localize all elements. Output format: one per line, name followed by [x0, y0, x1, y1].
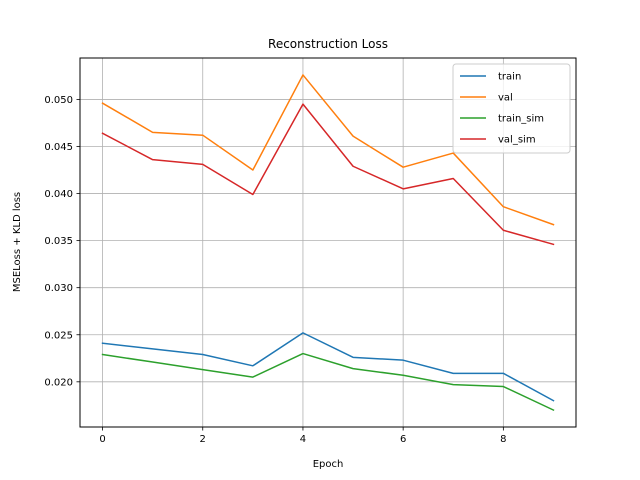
axis-ticks: 0 2 4 6 8 0.020 0.025 0.030 0.035 0.040 0.045 0.050	[44, 95, 506, 445]
y-tick-label: 0.025	[44, 330, 73, 341]
legend-label: val	[498, 93, 513, 104]
x-tick-label: 8	[500, 434, 506, 445]
series-line-train	[101, 332, 555, 402]
chart-title: Reconstruction Loss	[268, 37, 388, 51]
x-tick-label: 2	[200, 434, 206, 445]
legend: train val train_sim val_sim	[452, 63, 571, 154]
legend-label: val_sim	[498, 135, 536, 146]
legend-box	[452, 63, 571, 154]
grid	[80, 58, 576, 427]
series-line-val	[101, 74, 555, 226]
plot-frame	[79, 57, 577, 428]
x-tick-label: 4	[300, 434, 306, 445]
x-tick-label: 6	[400, 434, 406, 445]
y-tick-label: 0.020	[44, 377, 73, 388]
x-axis-label: Epoch	[313, 459, 344, 470]
y-tick-label: 0.045	[44, 142, 73, 153]
y-tick-label: 0.030	[44, 283, 73, 294]
legend-label: train_sim	[498, 114, 544, 125]
y-tick-label: 0.040	[44, 189, 73, 200]
y-tick-label: 0.035	[44, 236, 73, 247]
series-line-val-sim	[101, 103, 555, 246]
x-tick-label: 0	[99, 434, 105, 445]
y-tick-label: 0.050	[44, 95, 73, 106]
y-axis-label: MSELoss + KLD loss	[12, 192, 23, 292]
series-line-train-sim	[101, 352, 555, 412]
series-layer	[101, 74, 555, 412]
legend-label: train	[498, 72, 521, 83]
